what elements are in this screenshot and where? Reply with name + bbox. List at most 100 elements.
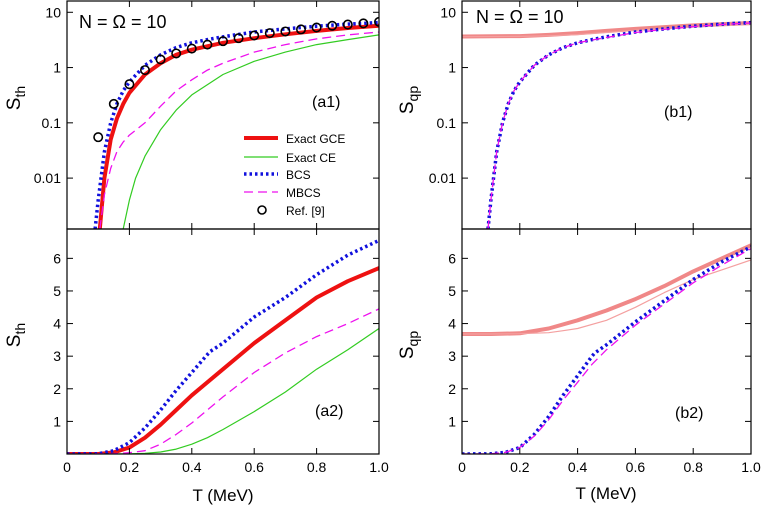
a2-xtick-label: 0.2 xyxy=(120,459,140,475)
a1-ref-point xyxy=(108,98,119,109)
a2-xtick-label: 0.8 xyxy=(307,459,327,475)
b1-series-layer xyxy=(462,20,751,229)
a1-ref-point xyxy=(311,22,322,33)
b1-mbcs-line xyxy=(487,22,751,229)
b1-ylabel-main: S xyxy=(397,101,418,114)
a1-bcs-line xyxy=(93,20,379,229)
b1-ytick-label: 1 xyxy=(448,60,456,76)
a2-xtick-label: 0 xyxy=(63,459,71,475)
svg-text:Sth: Sth xyxy=(4,323,28,347)
a1-ylabel-sub: th xyxy=(12,86,28,98)
a1-mbcs-line xyxy=(99,31,379,229)
a2-exact_ce-line xyxy=(67,327,379,454)
a1-exact_gce-line xyxy=(97,23,379,229)
a1-ref-point xyxy=(140,65,151,76)
a1-ref-point xyxy=(327,20,338,31)
b2-xtick-label: 0 xyxy=(458,459,466,475)
a1-ref-point xyxy=(295,24,306,35)
legend-label-ref: Ref. [9] xyxy=(286,204,325,218)
b1-y-ticks: 10 1 0.1 0.01 xyxy=(429,1,752,229)
a2-frame xyxy=(66,228,380,455)
a1-ref-point xyxy=(358,18,369,29)
b1-panel-label: (b1) xyxy=(664,104,692,121)
a1-ref-point xyxy=(93,132,104,143)
b2-ytick-label: 3 xyxy=(448,348,456,364)
a1-ylabel: Sth xyxy=(4,86,28,110)
svg-text:Sth: Sth xyxy=(4,86,28,110)
a1-ref-point xyxy=(124,79,135,90)
legend-label-exact-gce: Exact GCE xyxy=(286,132,345,146)
a2-mbcs-line xyxy=(67,308,379,454)
b2-panel-label: (b2) xyxy=(675,405,703,422)
a2-xtick-label: 1.0 xyxy=(369,459,389,475)
b2-xtick-label: 0.4 xyxy=(568,459,588,475)
a1-ref-point xyxy=(186,43,197,54)
b1-ytick-label: 0.01 xyxy=(429,170,456,186)
a2-ytick-label: 4 xyxy=(53,316,61,332)
a1-series-layer xyxy=(93,16,379,229)
b2-bcs-line xyxy=(462,245,751,454)
b2-mbcs-line xyxy=(462,248,751,454)
svg-text:Sqp: Sqp xyxy=(397,331,421,359)
a1-ref-point xyxy=(280,26,291,37)
a1-exact_ce-line xyxy=(122,34,379,229)
legend-swatch-ref xyxy=(257,205,267,215)
a2-ytick-label: 1 xyxy=(53,413,61,429)
a1-ref-point xyxy=(171,48,182,59)
a2-series-layer xyxy=(67,238,379,454)
a2-ytick-label: 2 xyxy=(53,381,61,397)
a1-ref-point xyxy=(249,30,260,41)
a1-ytick-label: 10 xyxy=(45,4,61,20)
b2-ytick-label: 2 xyxy=(448,381,456,397)
a2-panel-label: (a2) xyxy=(315,403,343,420)
b2-ytick-label: 4 xyxy=(448,316,456,332)
b2-ytick-label: 6 xyxy=(448,250,456,266)
legend-label-mbcs: MBCS xyxy=(286,186,321,200)
a2-xtick-label: 0.4 xyxy=(182,459,202,475)
a1-ylabel-main: S xyxy=(4,98,25,111)
a1-y-ticks: 10 1 0.1 0.01 xyxy=(34,1,380,229)
b1-ylabel: Sqp xyxy=(397,86,421,114)
a2-bcs-line xyxy=(67,238,379,454)
b2-frame xyxy=(461,228,752,455)
b1-title: N = Ω = 10 xyxy=(476,7,564,27)
a2-xtick-label: 0.6 xyxy=(244,459,264,475)
b2-xtick-label: 1.0 xyxy=(741,459,761,475)
a1-ref-point xyxy=(155,54,166,65)
a1-ref-point xyxy=(342,19,353,30)
b2-ytick-label: 1 xyxy=(448,413,456,429)
b2-qp_thin-line xyxy=(462,259,751,335)
a2-ylabel-sub: th xyxy=(12,323,28,335)
a1-legend: Exact GCE Exact CE BCS MBCS Ref. [9] xyxy=(244,132,345,218)
b2-xtick-label: 0.8 xyxy=(683,459,703,475)
a2-ytick-label: 3 xyxy=(53,348,61,364)
a2-ticks: 1 2 3 4 5 6 0 0.2 0.4 0.6 0.8 1.0 xyxy=(53,229,389,475)
a2-ytick-label: 5 xyxy=(53,283,61,299)
b1-ytick-label: 10 xyxy=(440,4,456,20)
panel-b2: 1 2 3 4 5 6 0 0.2 0.4 0.6 0.8 1.0 (b2) Sqp T (MeV) xyxy=(397,228,761,503)
b2-ylabel-sub: qp xyxy=(405,331,421,347)
a2-ylabel: Sth xyxy=(4,323,28,347)
a1-ref-point xyxy=(264,28,275,39)
a1-ref-point xyxy=(202,39,213,50)
panel-a2: 1 2 3 4 5 6 0 0.2 0.4 0.6 0.8 1.0 (a2) Sth T (MeV) xyxy=(4,228,389,505)
b2-xlabel: T (MeV) xyxy=(575,484,636,503)
b1-ytick-label: 0.1 xyxy=(437,115,457,131)
b2-ylabel: Sqp xyxy=(397,331,421,359)
b1-ylabel-sub: qp xyxy=(405,86,421,102)
legend-label-bcs: BCS xyxy=(286,168,311,182)
svg-text:Sqp: Sqp xyxy=(397,86,421,114)
a1-ref-point xyxy=(218,36,229,47)
b2-series-layer xyxy=(462,243,751,454)
panel-b1: 10 1 0.1 0.01 N = Ω = 10 (b1) Sqp xyxy=(397,0,752,230)
a1-title: N = Ω = 10 xyxy=(79,12,167,32)
a1-ytick-label: 1 xyxy=(53,60,61,76)
legend-label-exact-ce: Exact CE xyxy=(286,151,336,165)
a1-ytick-label: 0.01 xyxy=(34,170,61,186)
b2-ticks: 1 2 3 4 5 6 0 0.2 0.4 0.6 0.8 1.0 xyxy=(448,229,761,475)
panel-a1: 10 1 0.1 0.01 N = Ω = 10 (a1) Sth Exact GCE… xyxy=(4,0,380,230)
a2-exact_gce-line xyxy=(67,266,379,454)
a2-xlabel: T (MeV) xyxy=(192,486,253,505)
a2-ylabel-main: S xyxy=(4,335,25,348)
